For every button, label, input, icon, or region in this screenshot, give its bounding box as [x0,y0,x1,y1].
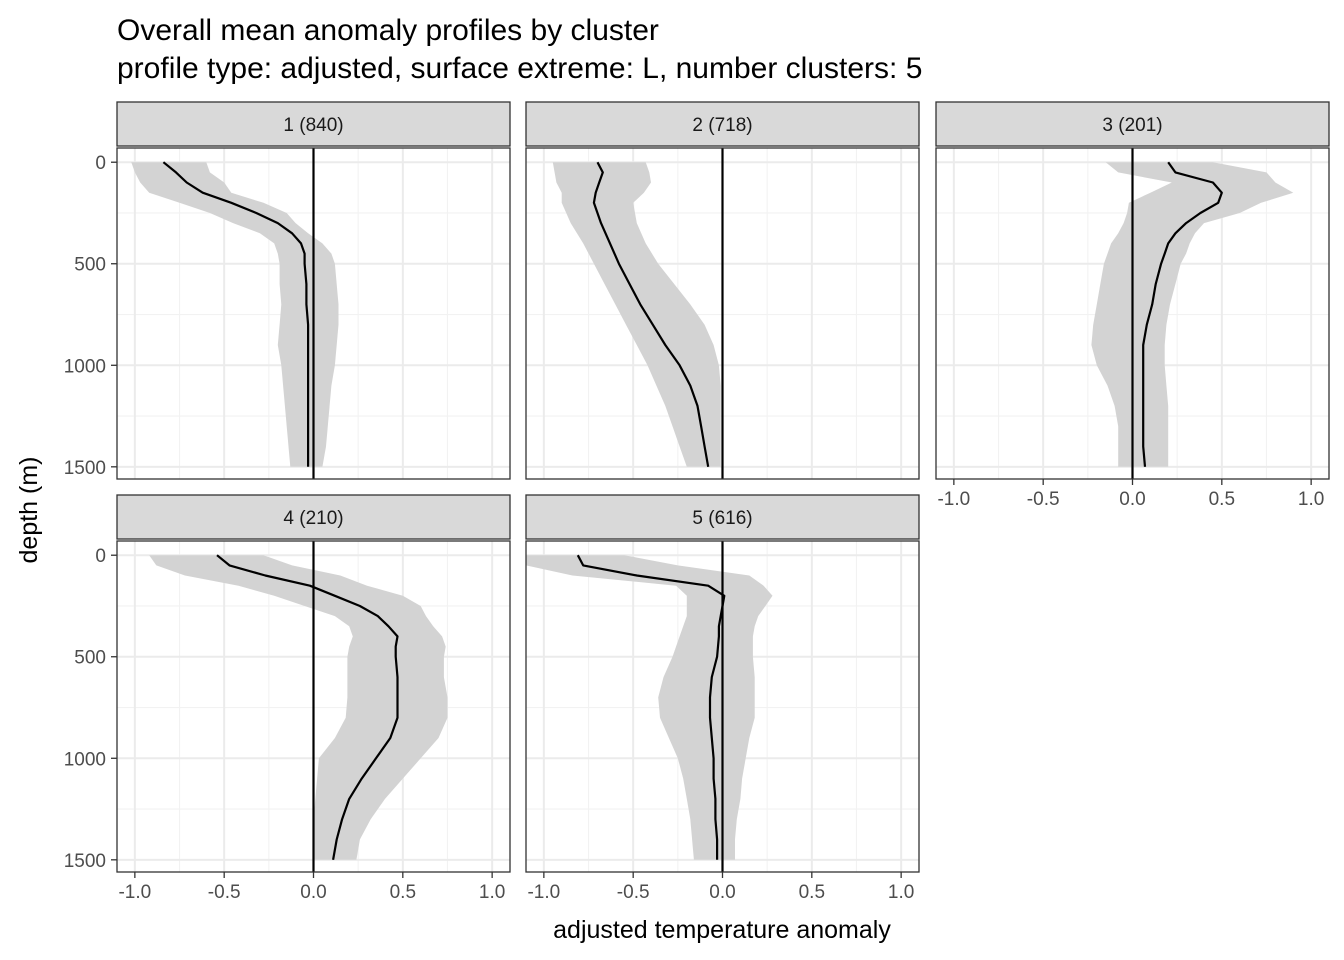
x-tick-label: 0.5 [799,882,825,903]
x-tick-label: -0.5 [617,882,650,903]
y-tick-label: 500 [74,648,106,669]
facet-strip [935,101,1330,147]
facet-strip [116,101,511,147]
mean-profile-line [592,161,710,467]
x-tick-label: -0.5 [208,882,241,903]
facet-panel-2: 2 (718) [525,101,920,480]
x-axis-title: adjusted temperature anomaly [553,916,891,944]
x-tick-label: 1.0 [479,882,505,903]
y-tick-label: 0 [95,153,106,174]
facet-strip [525,494,920,540]
x-tick-label: 0.0 [300,882,326,903]
panel-border [525,147,920,480]
confidence-ribbon [526,555,773,860]
facet-panels: 1 (840) 0 500 1000 1500 2 (718) 3 (201) -1.0 -0.… [64,101,1330,903]
facet-strip-label: 2 (718) [692,115,752,136]
chart-title: Overall mean anomaly profiles by cluster [117,14,659,47]
facet-panel-5: 5 (616) -1.0 -0.5 0.0 0.5 1.0 [525,494,920,903]
panel-border [116,147,511,480]
y-tick-label: 1500 [64,458,106,479]
x-tick-label: 1.0 [888,882,914,903]
facet-strip-label: 1 (840) [283,115,343,136]
facet-strip [116,494,511,540]
x-tick-label: -0.5 [1027,489,1060,510]
confidence-ribbon [149,555,448,860]
facet-panel-4: 4 (210) 0 500 1000 1500 -1.0 -0.5 0.0 0.5 1.0 [64,494,511,903]
facet-strip-label: 4 (210) [283,508,343,529]
facet-strip [525,101,920,147]
mean-profile-line [216,554,399,860]
x-tick-label: 0.5 [390,882,416,903]
y-tick-label: 0 [95,546,106,567]
x-tick-label: 1.0 [1298,489,1324,510]
y-tick-label: 1500 [64,851,106,872]
x-tick-label: -1.0 [937,489,970,510]
facet-panel-3: 3 (201) -1.0 -0.5 0.0 0.5 1.0 [935,101,1330,510]
y-axis-title: depth (m) [15,457,43,564]
facet-strip-label: 5 (616) [692,508,752,529]
facet-panel-1: 1 (840) 0 500 1000 1500 [64,101,511,480]
facet-strip-label: 3 (201) [1102,115,1162,136]
x-tick-label: -1.0 [527,882,560,903]
mean-profile-line [162,161,310,467]
confidence-ribbon [1091,162,1294,467]
chart-subtitle: profile type: adjusted, surface extreme:… [117,52,922,85]
x-tick-label: 0.0 [709,882,735,903]
y-tick-label: 1000 [64,749,106,770]
confidence-ribbon [131,162,339,467]
y-tick-label: 500 [74,255,106,276]
confidence-ribbon [552,162,721,467]
mean-profile-line [1142,161,1223,467]
x-tick-label: 0.5 [1209,489,1235,510]
mean-profile-line [576,554,726,860]
x-tick-label: -1.0 [118,882,151,903]
x-tick-label: 0.0 [1119,489,1145,510]
y-tick-label: 1000 [64,356,106,377]
